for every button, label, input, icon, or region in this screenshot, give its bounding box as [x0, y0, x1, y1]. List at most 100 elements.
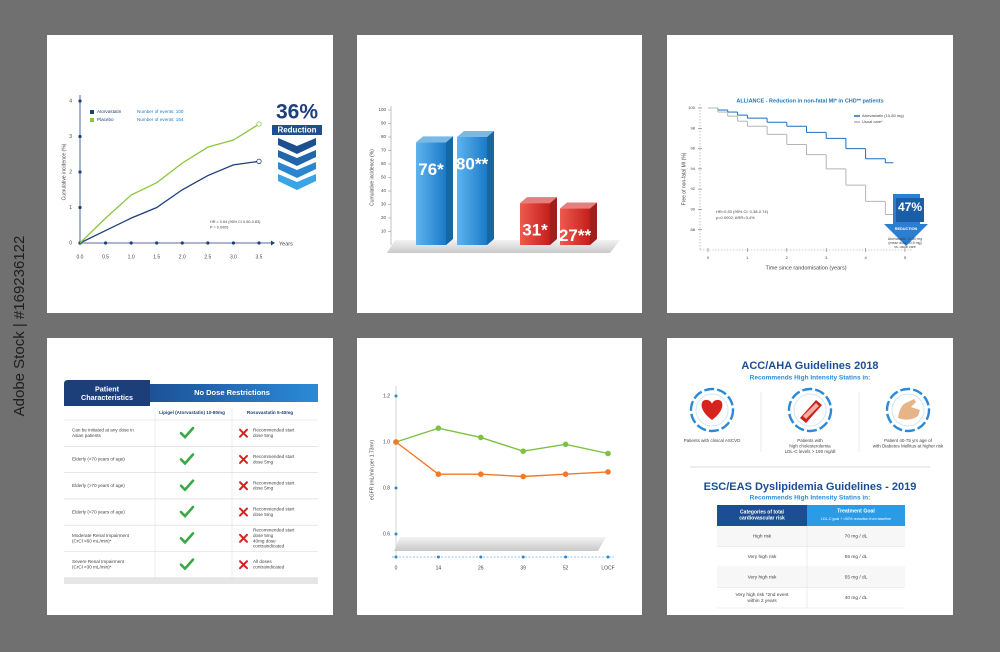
y-tick [78, 170, 82, 174]
y-tick-label: 96 [691, 146, 696, 151]
row-value: All doses [253, 559, 272, 564]
bar [416, 142, 446, 245]
y-axis-label: Free of non-fatal MI (%) [681, 152, 687, 205]
bar-side-shade [590, 202, 597, 245]
y-tick-label: 50 [381, 175, 387, 180]
y-tick [394, 394, 398, 398]
group-caption: with Diabetes Mellitus at higher risk [873, 443, 944, 448]
x-tick-label: 52 [563, 565, 569, 571]
row-label: Elderly (>70 years of age) [72, 509, 125, 514]
y-tick-label: 90 [691, 206, 696, 211]
group-caption: Patients with clinical ASCVD [684, 438, 742, 443]
bar-top [520, 197, 557, 204]
y-tick-label: 70 [381, 148, 387, 153]
x-tick-label: 3.0 [230, 254, 237, 260]
bar-side [550, 197, 557, 245]
icon-ring [787, 387, 833, 433]
y-tick-label: 3 [69, 134, 72, 140]
floor [394, 537, 606, 551]
row-label: Asian patients [72, 433, 102, 438]
x-tick [180, 241, 184, 245]
row-value: 40mg dose [253, 538, 276, 543]
bar-top [416, 136, 453, 143]
value-label: 76* [418, 160, 444, 179]
x-tick [521, 555, 525, 559]
y-axis-label: eGFR (mL/min per 1.73m²) [369, 440, 375, 500]
series-line [395, 441, 609, 478]
x-tick [206, 241, 210, 245]
x-tick-label: 0.5 [102, 254, 109, 260]
row-band [717, 567, 905, 588]
y-tick-label: 20 [381, 215, 387, 220]
annotation: HR=0.53 (95% CI: 0.38-0.74) [716, 209, 769, 214]
bar-top [457, 131, 494, 137]
column-header: Lipigel (Atorvastatin) 10-80mg [159, 410, 225, 415]
header-label: Characteristics [81, 393, 133, 402]
x-tick-label: 2 [786, 255, 789, 260]
panel [47, 35, 333, 313]
y-tick-label: 1.2 [383, 393, 390, 399]
row-label: within 2 years [747, 598, 777, 604]
panel [667, 35, 953, 313]
y-tick-label: 60 [381, 161, 387, 166]
row-label: Can be initiated at any dose in [72, 428, 134, 433]
x-tick-label: 0 [707, 255, 710, 260]
y-tick-label: 40 [381, 188, 387, 193]
cross-icon [239, 428, 248, 438]
row-value: Recommended start [253, 507, 295, 512]
bar-side-shade [446, 136, 453, 245]
row-value: Recommended start [253, 454, 295, 459]
row-label: Very high risk [748, 554, 777, 560]
callout-note: Atorvastatin 10-80 mg [888, 237, 922, 241]
point [393, 439, 399, 445]
x-tick-label: 1.5 [153, 254, 160, 260]
x-tick-label: 2.0 [179, 254, 186, 260]
cross-icon [239, 560, 248, 570]
row-label: Severe Renal Impairment [72, 559, 125, 564]
header-label: Patient [95, 384, 120, 393]
y-tick-label: 0.8 [383, 485, 390, 491]
y-tick-label: 4 [69, 98, 72, 104]
x-tick-label: 3 [825, 255, 828, 260]
x-tick-label: 14 [436, 565, 442, 571]
check-icon [179, 558, 195, 571]
row-band [717, 526, 905, 547]
x-tick-label: 0.0 [77, 254, 84, 260]
callout-value: 36% [276, 101, 318, 124]
column-header: Treatment Goal [837, 508, 875, 514]
legend-note: Number of events: 100 [137, 109, 184, 114]
x-tick [564, 555, 568, 559]
row-value: contraindicated [253, 565, 285, 570]
table-header [807, 505, 905, 526]
watermark: Adobe Stock | #169236122 [11, 236, 28, 417]
bar-side [446, 136, 453, 245]
row-value: 40 mg / dL [845, 595, 868, 601]
x-tick [155, 241, 159, 245]
banner [140, 384, 318, 402]
y-tick-label: 100 [378, 107, 386, 112]
annotation: p=0.0002, ARR=3.4% [716, 215, 755, 220]
y-tick-label: 0 [69, 240, 72, 246]
bar [457, 137, 487, 245]
legend-swatch [90, 110, 94, 114]
y-tick [78, 205, 82, 210]
legend-note: Number of events: 154 [137, 117, 184, 122]
point [520, 473, 526, 480]
check-icon [179, 505, 195, 518]
x-tick [606, 555, 610, 559]
x-tick-label: 39 [520, 565, 526, 571]
y-axis-label: Cumulative incidence (%) [369, 149, 375, 206]
value-label: 31* [522, 221, 548, 240]
y-tick-label: 1.0 [383, 439, 390, 445]
guideline-subtitle: Recommends High Intensity Statins in: [750, 495, 871, 502]
legend-label: Atorvastatin (10-80 mg) [862, 113, 904, 118]
point [605, 469, 611, 475]
column-header: Rosuvastatin 5-40mg [247, 410, 293, 415]
bar-side-shade [550, 197, 557, 245]
column-header: Categories of total [740, 509, 785, 515]
table-header [717, 505, 807, 526]
y-tick [78, 134, 82, 139]
cross-icon [239, 533, 248, 543]
callout-note: vs. usual care [894, 245, 916, 249]
callout-band [272, 125, 322, 135]
